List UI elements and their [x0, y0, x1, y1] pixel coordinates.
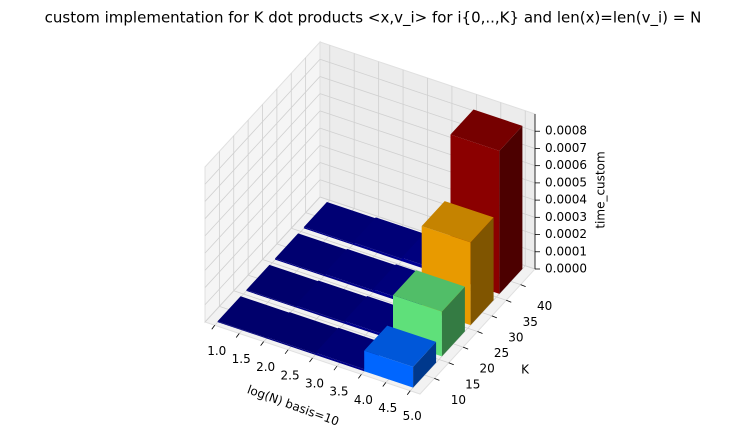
x-tick [260, 341, 264, 346]
z-tick-label: 0.0007 [545, 141, 587, 155]
bar-front-face [217, 321, 267, 339]
bar-top-face [217, 296, 290, 338]
grid-line [204, 196, 321, 323]
bar-top-face [421, 201, 494, 243]
grid-line [204, 110, 321, 237]
x-tick [333, 365, 338, 371]
y-tick [491, 315, 498, 319]
bar-top-face [364, 325, 437, 367]
bar-top-face [450, 109, 523, 151]
x-tick-label: 1.0 [207, 344, 226, 358]
bar-front-face [266, 337, 316, 355]
bar-front-face [315, 352, 365, 372]
grid-line [204, 58, 321, 185]
z-tick-label: 0.0001 [545, 244, 587, 258]
y-tick [520, 284, 526, 287]
bar-side-face [413, 341, 437, 388]
grid-line [204, 93, 321, 219]
x-tick-label: 2.0 [256, 360, 275, 374]
z-tick-label: 0.0000 [545, 262, 587, 276]
z-tick-label: 0.0004 [545, 193, 587, 207]
y-axis-label: K [521, 363, 530, 377]
y-tick-label: 20 [479, 362, 494, 376]
bar-top-face [295, 280, 368, 322]
x-tick [382, 382, 387, 387]
x-tick-label: 3.5 [329, 385, 348, 399]
bar-side-face [470, 217, 494, 326]
x-tick [358, 374, 362, 379]
y-tick-label: 25 [494, 346, 509, 360]
z-tick-label: 0.0002 [545, 227, 587, 241]
x-tick-label: 2.5 [281, 368, 300, 382]
bar-front-face [295, 305, 345, 324]
bar-front-face [364, 350, 414, 388]
y-tick-label: 35 [523, 315, 538, 329]
bar-top-face [246, 264, 319, 307]
y-tick-label: 15 [465, 377, 480, 391]
bar-front-face [324, 273, 373, 293]
grid-line [204, 179, 321, 306]
x-tick-label: 5.0 [403, 409, 422, 423]
bar-front-face [352, 242, 402, 262]
bar-side-face [441, 286, 465, 357]
x-tick-label: 3.0 [305, 377, 324, 391]
y-tick [434, 378, 440, 381]
bar-top-face [266, 312, 339, 354]
bar-top-face [393, 270, 465, 312]
x-tick [211, 325, 216, 330]
x-axis-label: log(N) basis=10 [245, 382, 341, 428]
z-tick-label: 0.0003 [545, 210, 587, 224]
x-tick-label: 4.5 [378, 401, 397, 415]
x-tick-label: 1.5 [232, 352, 251, 366]
bar-top-face [275, 233, 347, 275]
z-tick-label: 0.0005 [545, 175, 587, 189]
x-tick [235, 333, 240, 338]
bar-top-face [303, 202, 376, 244]
bar [364, 325, 437, 388]
grid-line [204, 145, 321, 271]
y-tick [462, 346, 469, 350]
z-axis-label: time_custom [594, 151, 608, 228]
chart-title: custom implementation for K dot products… [45, 9, 702, 28]
bar-side-face [499, 125, 523, 294]
bar-top-face [352, 217, 425, 259]
x-tick [284, 349, 289, 355]
x-tick-label: 4.0 [354, 393, 373, 407]
grid-line [204, 162, 321, 288]
z-tick-label: 0.0008 [545, 124, 587, 138]
x-tick [309, 357, 313, 363]
bar-front-face [246, 289, 296, 308]
grid-line [204, 127, 321, 254]
grid-line [204, 76, 321, 202]
y-tick-label: 30 [508, 330, 523, 344]
x-tick [406, 390, 411, 395]
bar-front-face [275, 258, 324, 276]
y-tick [448, 362, 454, 366]
bar-front-face [303, 227, 353, 245]
bar-top-face [324, 248, 396, 291]
y-tick [477, 331, 483, 334]
y-tick [506, 299, 512, 303]
y-tick-label: 40 [537, 299, 552, 313]
z-tick-label: 0.0006 [545, 158, 587, 172]
y-tick-label: 10 [451, 393, 466, 407]
